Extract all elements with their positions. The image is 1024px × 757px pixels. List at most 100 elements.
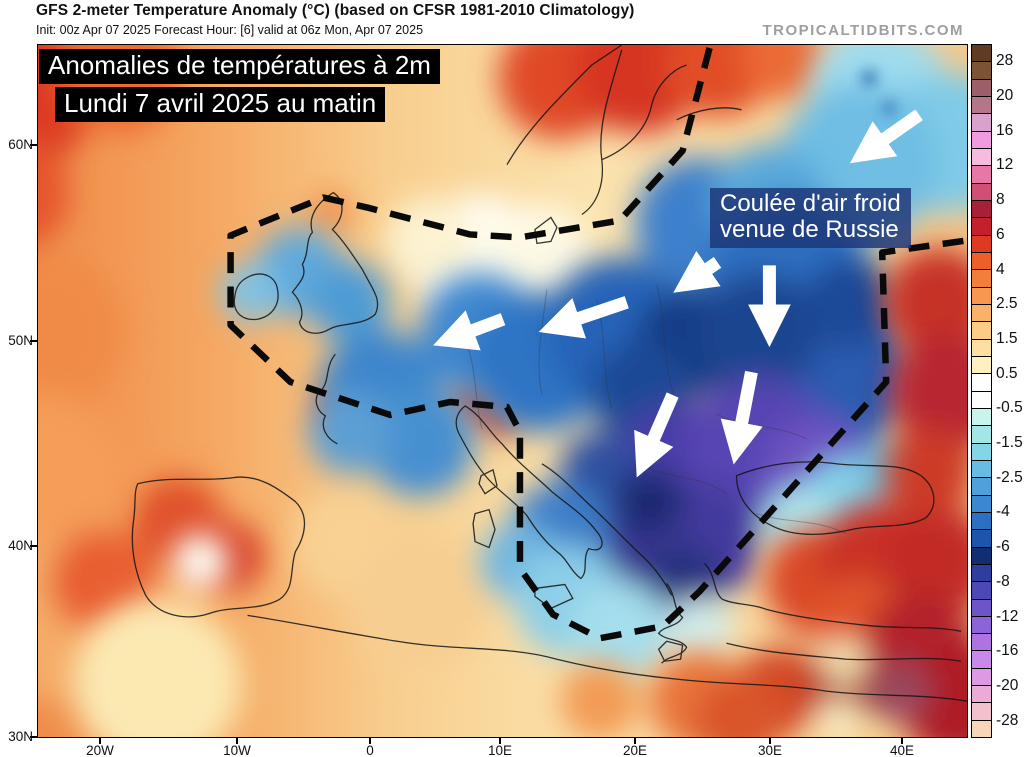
colorbar-segment [972, 321, 991, 339]
colorbar-segment [972, 130, 991, 148]
colorbar-segment [972, 650, 991, 668]
colorbar-segment [972, 529, 991, 547]
colorbar-segment [972, 373, 991, 391]
hot-anomaly-blobs-east [559, 247, 967, 737]
colorbar-segment [972, 459, 991, 478]
colorbar-segment [972, 494, 991, 512]
colorbar-segment [972, 598, 991, 616]
colorbar-label: -6 [996, 538, 1010, 556]
map-canvas [38, 45, 967, 737]
arrow-northeast-russia [849, 109, 923, 164]
annotation-line2: venue de Russie [720, 216, 899, 243]
lat-label: 30N [8, 729, 33, 744]
lon-label: 10E [487, 743, 513, 757]
colorbar-segment [972, 286, 991, 304]
lon-label: 20E [622, 743, 648, 757]
lat-label: 50N [8, 333, 33, 348]
colorbar-segment [972, 95, 991, 114]
annotation-cold-air-from-russia: Coulée d'air froid venue de Russie [710, 188, 911, 248]
lon-label: 40E [889, 743, 915, 757]
cold-pool-dashed-outline [227, 47, 967, 642]
colorbar-segment [972, 477, 991, 495]
lon-label: 20W [86, 743, 114, 757]
colorbar-label: 1.5 [996, 329, 1018, 347]
colorbar-label: 16 [996, 121, 1014, 139]
colorbar-segment [972, 563, 991, 582]
colorbar-segment [972, 234, 991, 252]
colorbar-label: -16 [996, 642, 1019, 660]
lon-tick [369, 737, 371, 744]
watermark-tropicaltidbits: TROPICALTIDBITS.COM [762, 22, 964, 39]
colorbar-label: -2.5 [996, 468, 1023, 486]
colorbar-label: 4 [996, 260, 1005, 278]
annotation-line1: Coulée d'air froid [720, 190, 901, 217]
lat-tick [30, 545, 37, 547]
colorbar-label: 12 [996, 156, 1014, 174]
colorbar-segment [972, 45, 991, 62]
lon-label: 30E [757, 743, 783, 757]
colorbar-label: 2.5 [996, 295, 1018, 313]
colorbar-segment [972, 251, 991, 270]
lat-label: 60N [8, 137, 33, 152]
colorbar-label: 0.5 [996, 364, 1018, 382]
lakes [862, 70, 896, 114]
arrow-poland-west [538, 296, 629, 339]
colorbar-segment [972, 269, 991, 287]
anomaly-map [37, 44, 968, 738]
temperature-colorbar [971, 44, 992, 738]
colorbar-segment [972, 685, 991, 703]
colorbar-label: 20 [996, 87, 1014, 105]
caption-date: Lundi 7 avril 2025 au matin [55, 87, 386, 122]
colorbar-segment [972, 390, 991, 408]
colorbar-segment [972, 719, 991, 738]
colorbar-tick-labels: 28 20 16 12 8 6 4 2.5 1.5 0.5 -0.5 -1.5 -2.5 -4 -6 -8 -1… [996, 44, 1024, 738]
colorbar-segment [972, 667, 991, 686]
colorbar-segment [972, 546, 991, 564]
colorbar-label: -20 [996, 676, 1019, 694]
colorbar-segment [972, 615, 991, 634]
colorbar-segment [972, 633, 991, 651]
lat-tick [30, 736, 37, 738]
lon-tick [901, 737, 903, 744]
colorbar-segment [972, 78, 991, 96]
colorbar-label: -4 [996, 503, 1010, 521]
colorbar-segment [972, 702, 991, 720]
colorbar-segment [972, 303, 991, 322]
colorbar-segment [972, 581, 991, 599]
colorbar-segment [972, 407, 991, 426]
lon-label: 0 [366, 743, 374, 757]
lon-tick [769, 737, 771, 744]
colorbar-label: -8 [996, 572, 1010, 590]
colorbar-segment [972, 199, 991, 218]
colorbar-label: -12 [996, 607, 1019, 625]
colorbar-segment [972, 442, 991, 460]
arrow-germany-west [433, 310, 506, 351]
colorbar-label: 28 [996, 52, 1014, 70]
colorbar-segment [972, 147, 991, 166]
colorbar-segment [972, 511, 991, 530]
lat-tick [30, 144, 37, 146]
cold-air-arrows [433, 109, 923, 478]
lon-tick [236, 737, 238, 744]
lat-tick [30, 340, 37, 342]
colorbar-segment [972, 165, 991, 183]
colorbar-label: 6 [996, 225, 1005, 243]
lon-tick [634, 737, 636, 744]
arrow-balkans-down [634, 392, 679, 478]
colorbar-segment [972, 182, 991, 200]
colorbar-label: 8 [996, 191, 1005, 209]
coastlines [131, 45, 967, 702]
lon-tick [99, 737, 101, 744]
arrow-romania-down [720, 370, 763, 465]
colorbar-label: -1.5 [996, 434, 1023, 452]
lon-tick [499, 737, 501, 744]
lat-label: 40N [8, 538, 33, 553]
page-title: GFS 2-meter Temperature Anomaly (°C) (ba… [36, 2, 635, 19]
colorbar-segment [972, 355, 991, 374]
colorbar-segment [972, 61, 991, 79]
colorbar-segment [972, 338, 991, 356]
colorbar-segment [972, 217, 991, 235]
caption-anomalies-2m: Anomalies de températures à 2m [39, 49, 440, 84]
colorbar-segment [972, 113, 991, 131]
